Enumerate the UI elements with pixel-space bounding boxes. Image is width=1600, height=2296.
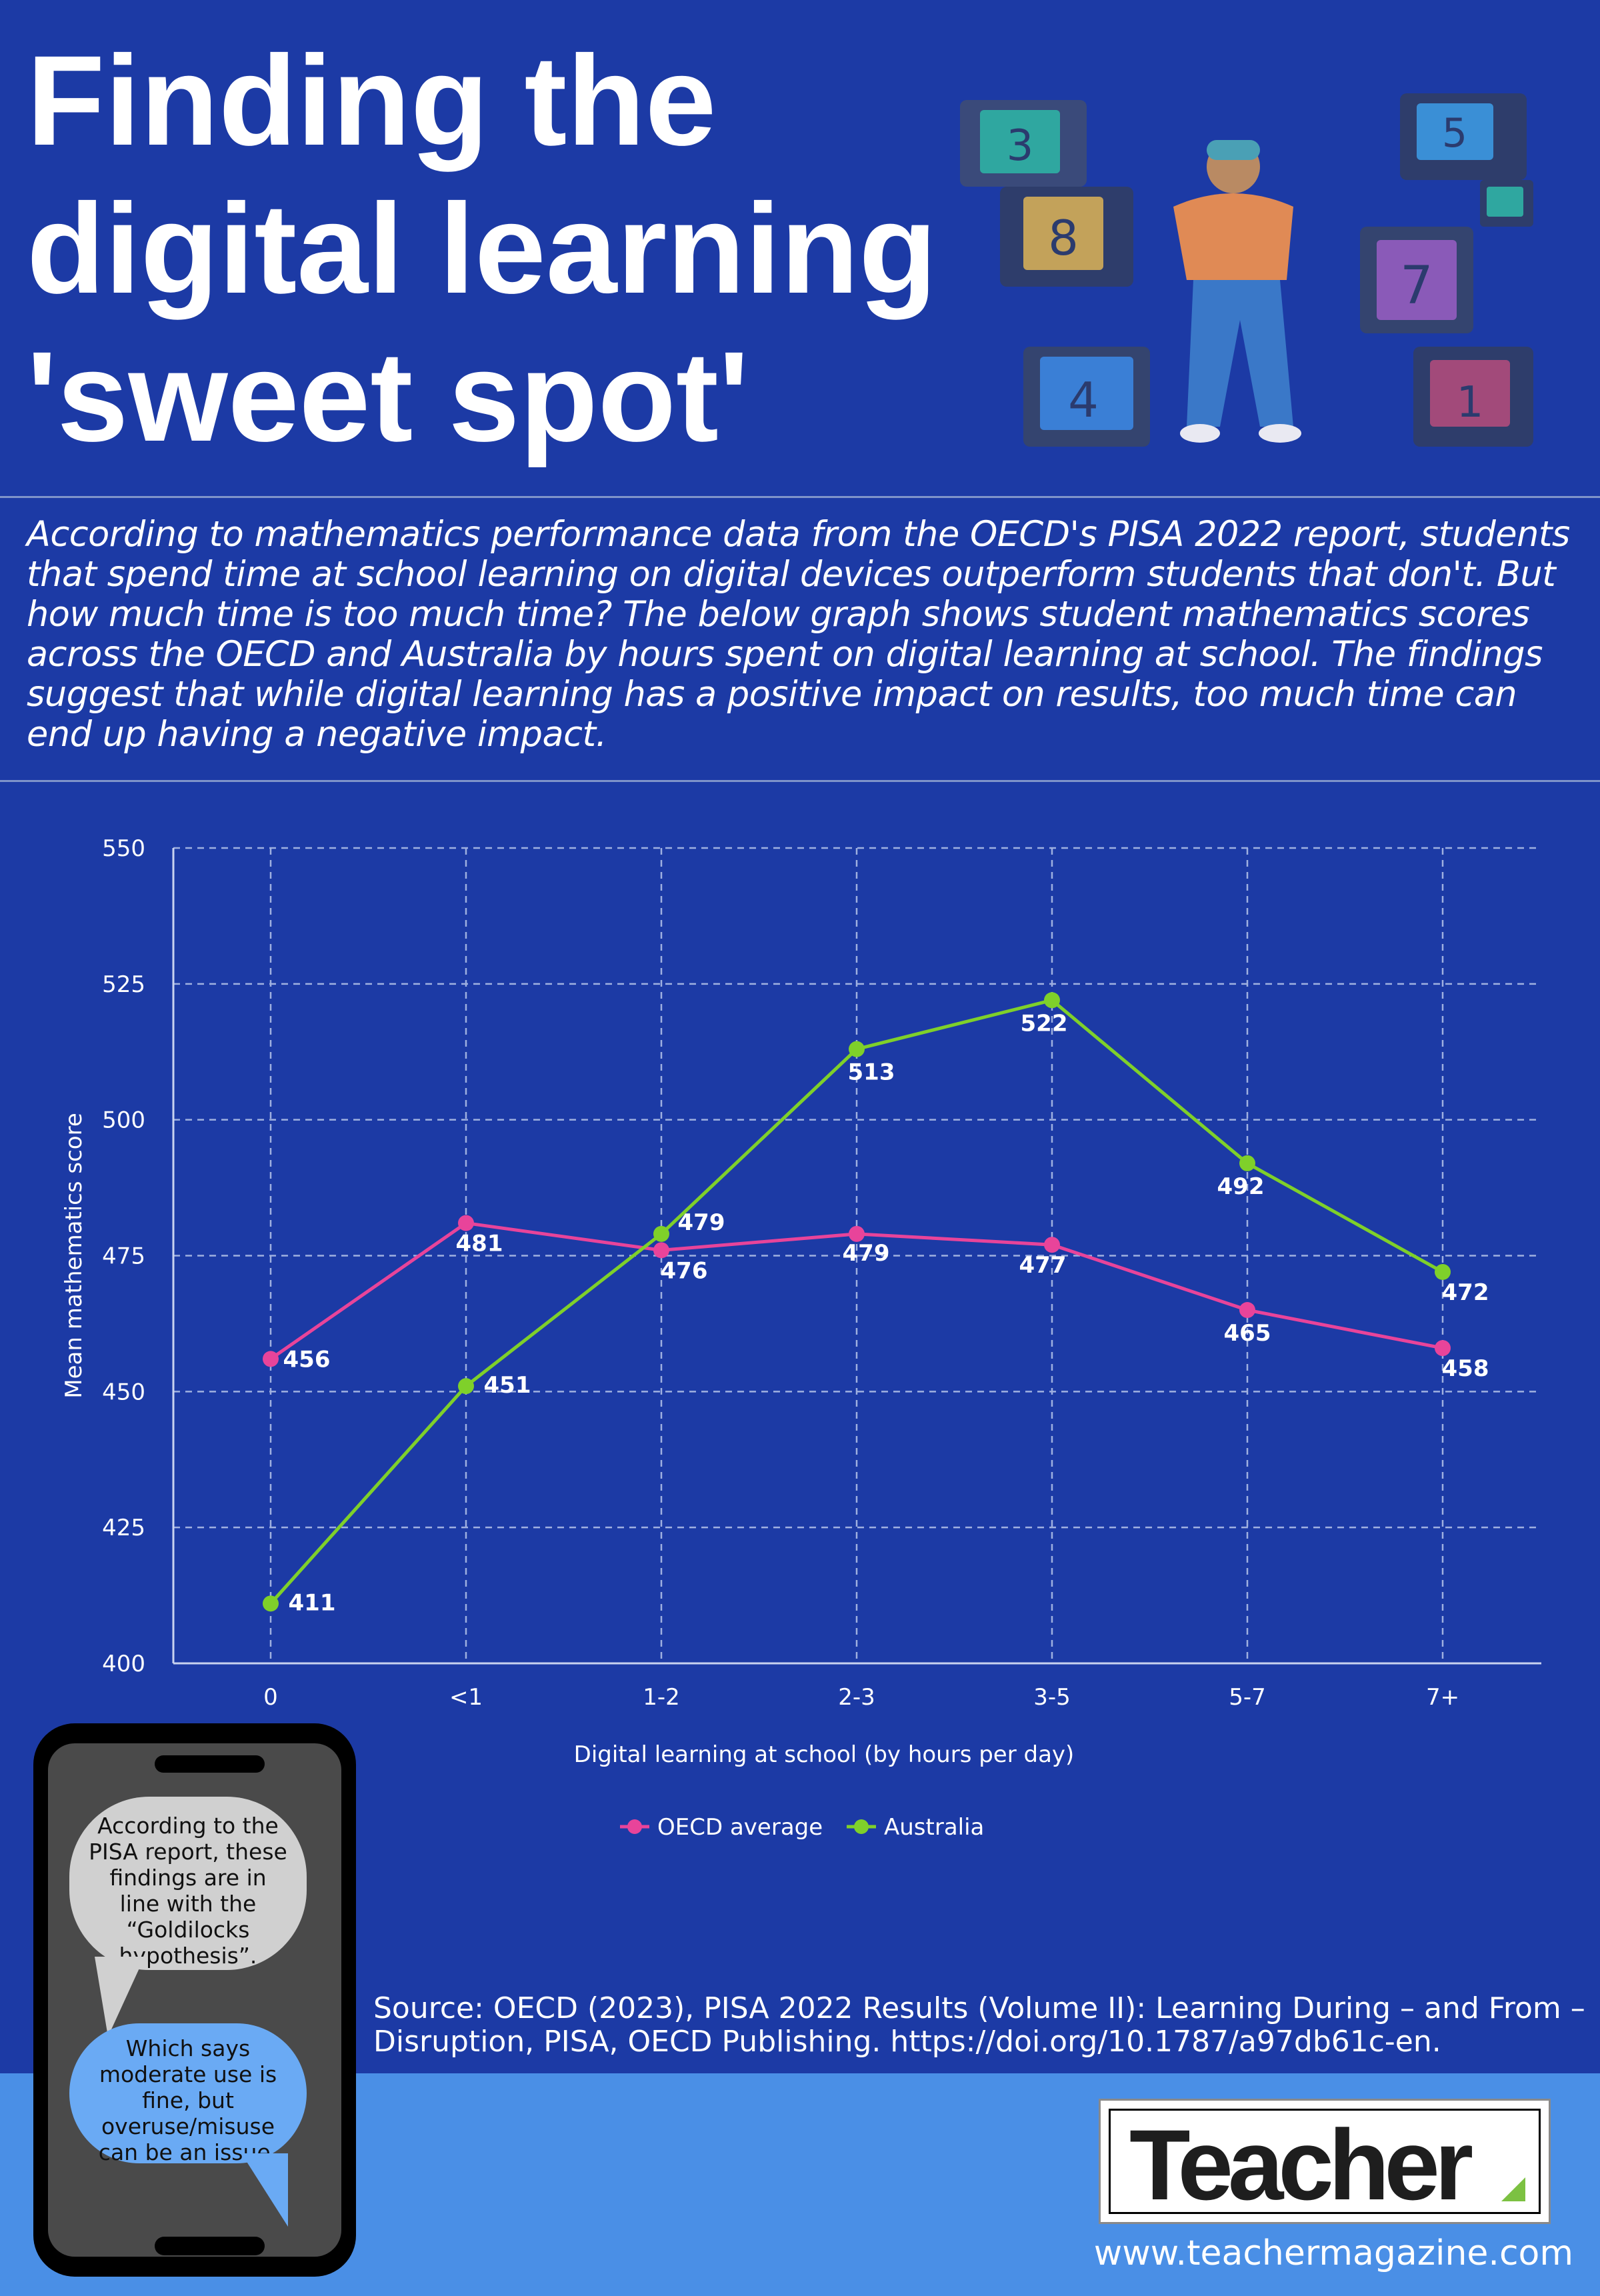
title-line-3: 'sweet spot'	[27, 325, 749, 468]
screen-5: 5	[1400, 93, 1527, 180]
y-tick-label: 425	[102, 1515, 145, 1541]
data-point	[653, 1225, 669, 1242]
x-axis-title: Digital learning at school (by hours per…	[574, 1741, 1075, 1768]
data-point	[653, 1242, 669, 1259]
x-tick-label: 5-7	[1229, 1684, 1266, 1711]
website-link[interactable]: www.teachermagazine.com	[1093, 2233, 1573, 2273]
data-label: 411	[289, 1589, 336, 1616]
logo-frame: Teacher	[1109, 2109, 1541, 2221]
svg-text:7: 7	[1400, 256, 1433, 316]
data-point	[458, 1378, 474, 1395]
speech-bubble-2-text: Which says moderate use is fine, but ove…	[98, 2035, 278, 2165]
person-figure	[1173, 140, 1301, 443]
legend-label: OECD average	[657, 1814, 823, 1840]
y-tick-label: 400	[102, 1651, 145, 1677]
data-point	[1435, 1340, 1451, 1357]
page-title: Finding the digital learning 'sweet spot…	[27, 27, 1000, 471]
data-label: 465	[1224, 1320, 1271, 1347]
logo-wordmark: Teacher	[1129, 2109, 1473, 2221]
data-label: 479	[678, 1209, 725, 1236]
data-label: 481	[456, 1231, 503, 1257]
data-label: 476	[661, 1257, 708, 1284]
legend-label: Australia	[884, 1814, 984, 1840]
data-point	[263, 1595, 279, 1612]
data-point	[1239, 1155, 1255, 1171]
data-label: 479	[843, 1240, 890, 1267]
intro-paragraph: According to mathematics performance dat…	[27, 514, 1570, 755]
x-tick-label: 7+	[1426, 1684, 1459, 1711]
screen-4: 4	[1023, 347, 1150, 447]
data-label: 492	[1217, 1173, 1265, 1200]
data-label: 472	[1442, 1279, 1489, 1306]
data-point	[1044, 1237, 1060, 1253]
data-label: 456	[283, 1346, 331, 1373]
data-label: 513	[848, 1059, 895, 1086]
data-point	[849, 1041, 865, 1057]
phone-screen: According to the PISA report, these find…	[48, 1743, 341, 2257]
speech-bubble-1: According to the PISA report, these find…	[69, 1797, 307, 1970]
phone-home-bar	[155, 2237, 265, 2255]
legend-swatch-marker	[854, 1819, 869, 1834]
phone-speaker	[155, 1755, 265, 1773]
svg-text:3: 3	[1007, 121, 1034, 171]
screen-x	[1480, 180, 1533, 227]
x-tick-label: 0	[263, 1684, 278, 1711]
y-tick-label: 550	[102, 835, 145, 862]
data-point	[1435, 1263, 1451, 1280]
title-line-1: Finding the	[27, 29, 717, 172]
y-tick-label: 450	[102, 1379, 145, 1405]
logo-triangle-icon	[1501, 2177, 1525, 2201]
data-label: 522	[1021, 1010, 1068, 1037]
screen-1: 1	[1413, 347, 1533, 447]
data-point	[263, 1351, 279, 1367]
screen-3: 3	[960, 100, 1087, 187]
title-line-2: digital learning	[27, 177, 937, 320]
line-chart: 400 425 450 475 500 525 550 0 <1 1-2 2-3 3-5 5-7 7+ Di…	[61, 835, 1541, 1840]
svg-text:4: 4	[1068, 372, 1099, 428]
svg-text:8: 8	[1048, 210, 1079, 266]
speech-bubble-2: Which says moderate use is fine, but ove…	[69, 2023, 307, 2165]
data-point	[849, 1225, 865, 1242]
divider-top	[0, 496, 1600, 498]
data-point	[458, 1215, 474, 1231]
x-tick-label: <1	[449, 1684, 483, 1711]
svg-text:5: 5	[1442, 110, 1467, 157]
svg-text:1: 1	[1457, 378, 1484, 427]
legend-swatch-marker	[627, 1819, 642, 1834]
y-tick-label: 500	[102, 1107, 145, 1134]
x-tick-label: 2-3	[838, 1684, 875, 1711]
y-axis-title: Mean mathematics score	[61, 1113, 87, 1399]
data-label: 451	[484, 1372, 531, 1399]
divider-bottom	[0, 780, 1600, 782]
source-citation: Source: OECD (2023), PISA 2022 Results (…	[373, 1991, 1585, 2059]
speech-bubble-2-tail	[241, 2153, 288, 2227]
data-label: 458	[1442, 1355, 1489, 1382]
x-tick-label: 3-5	[1033, 1684, 1071, 1711]
hero-illustration: 3 8 4 5 7 1	[960, 93, 1533, 447]
data-point	[1044, 992, 1060, 1009]
phone-illustration: According to the PISA report, these find…	[33, 1723, 356, 2277]
y-tick-label: 475	[102, 1243, 145, 1270]
speech-bubble-1-text: According to the PISA report, these find…	[89, 1813, 287, 1969]
data-point	[1239, 1302, 1255, 1319]
x-tick-label: 1-2	[643, 1684, 680, 1711]
data-label: 477	[1019, 1252, 1067, 1279]
teacher-logo[interactable]: Teacher	[1099, 2099, 1551, 2224]
screen-7: 7	[1360, 227, 1473, 333]
screen-8: 8	[1000, 187, 1133, 287]
y-tick-label: 525	[102, 971, 145, 998]
